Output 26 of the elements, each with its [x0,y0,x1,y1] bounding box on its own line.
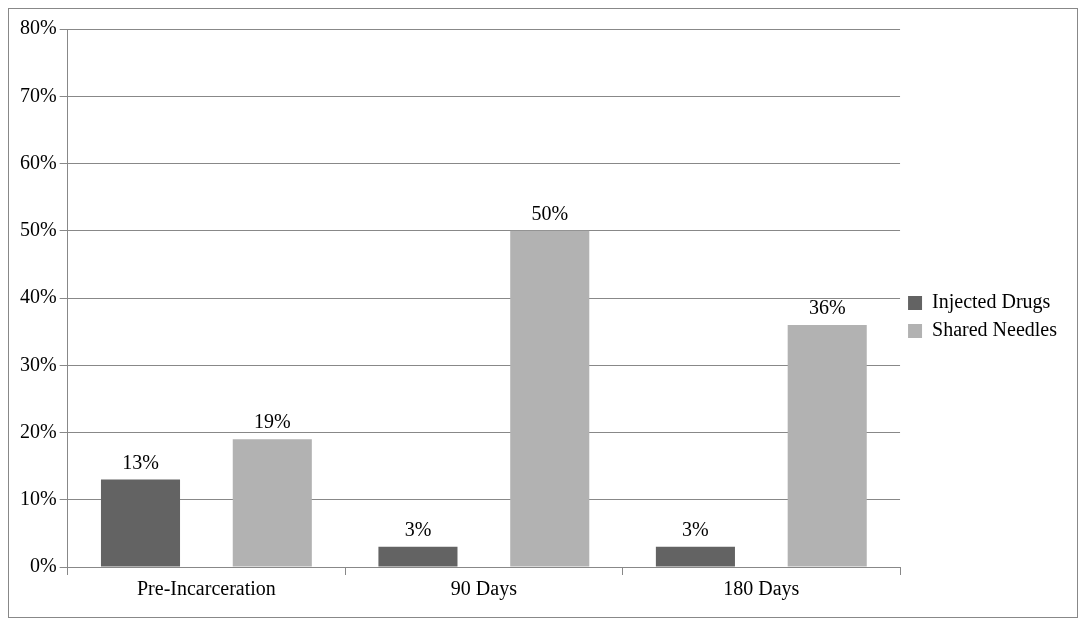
y-tick-label: 30% [19,352,57,375]
y-tick-label: 20% [19,419,57,442]
data-label: 13% [122,450,159,473]
y-tick-label: 40% [19,285,57,308]
y-tick-label: 0% [29,554,57,577]
x-tick-label: 90 Days [450,577,518,601]
data-label: 50% [531,202,569,224]
bar [655,546,735,567]
bar [510,230,590,567]
y-tick-label: 50% [19,218,57,240]
bar [100,479,181,567]
y-tick-label: 10% [19,487,57,509]
data-label: 3% [404,518,432,541]
x-tick-label: Pre-Incarceration [136,577,276,600]
legend-label: Shared Needles [932,318,1058,341]
y-tick-label: 80% [19,16,57,39]
bar [787,324,867,567]
legend-label: Injected Drugs [932,290,1051,314]
x-tick-label: 180 Days [723,577,800,601]
y-tick-label: 70% [19,83,57,106]
y-tick-label: 60% [19,150,57,173]
data-label: 3% [682,518,709,541]
data-label: 36% [808,296,846,319]
bar [232,439,312,567]
bar [378,546,458,567]
data-label: 19% [253,410,291,433]
